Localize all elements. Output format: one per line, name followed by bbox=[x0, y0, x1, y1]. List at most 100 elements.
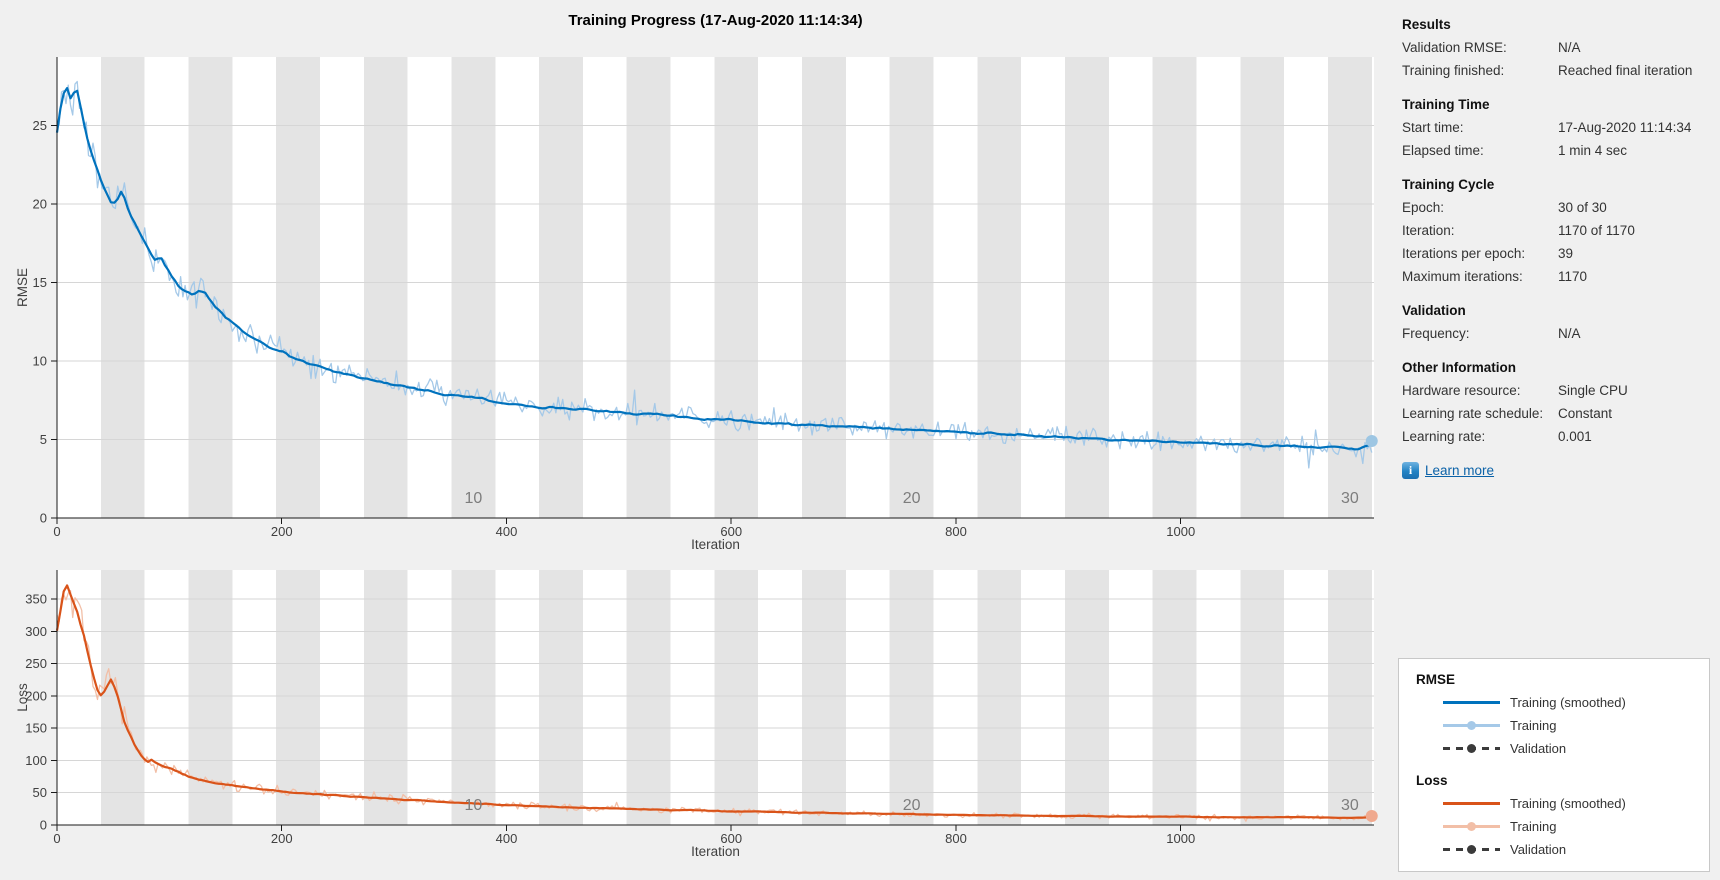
legend-entry: Training bbox=[1443, 714, 1709, 737]
loss-y-tick-label: 50 bbox=[33, 785, 47, 800]
info-section-validation: Validation Frequency: N/A bbox=[1402, 299, 1708, 345]
legend-line-sample bbox=[1443, 744, 1500, 754]
rmse-x-axis-title: Iteration bbox=[691, 537, 740, 552]
legend-entry-label: Training bbox=[1510, 718, 1557, 733]
rmse-epoch-band bbox=[363, 57, 408, 518]
rmse-x-tick-label: 0 bbox=[53, 524, 60, 539]
loss-epoch-band bbox=[539, 570, 583, 825]
rmse-epoch-band bbox=[188, 57, 233, 518]
loss-x-tick-label: 200 bbox=[271, 831, 293, 846]
loss-y-tick-label: 350 bbox=[25, 592, 47, 607]
loss-epoch-band bbox=[977, 570, 1022, 825]
legend-line-sample bbox=[1443, 721, 1500, 731]
loss-x-tick-label: 1000 bbox=[1166, 831, 1195, 846]
legend-entry: Validation bbox=[1443, 737, 1709, 760]
legend-group-loss: Loss Training (smoothed) Training Validatio… bbox=[1416, 769, 1709, 861]
info-panel: Results Validation RMSE: N/A Training finis… bbox=[1402, 13, 1708, 481]
loss-epoch-band bbox=[1327, 570, 1372, 825]
loss-epoch-label: 30 bbox=[1341, 797, 1359, 814]
rmse-epoch-band bbox=[276, 57, 320, 518]
rmse-y-tick-label: 15 bbox=[33, 275, 47, 290]
info-row: Start time: 17-Aug-2020 11:14:34 bbox=[1402, 116, 1708, 139]
info-row: Validation RMSE: N/A bbox=[1402, 36, 1708, 59]
section-heading: Other Information bbox=[1402, 360, 1516, 375]
learn-more: i Learn more bbox=[1402, 459, 1708, 481]
rmse-epoch-label: 20 bbox=[903, 490, 921, 507]
legend-line-sample bbox=[1443, 845, 1500, 855]
rmse-epoch-band bbox=[1240, 57, 1285, 518]
info-section-training-cycle: Training Cycle Epoch: 30 of 30 Iteration: 11… bbox=[1402, 173, 1708, 288]
legend-entry-label: Training (smoothed) bbox=[1510, 695, 1626, 710]
loss-x-tick-label: 800 bbox=[945, 831, 967, 846]
info-section-other-information: Other Information Hardware resource: Singl… bbox=[1402, 356, 1708, 448]
info-label: Elapsed time: bbox=[1402, 143, 1484, 158]
loss-epoch-band bbox=[276, 570, 320, 825]
info-value: N/A bbox=[1558, 326, 1581, 341]
info-row: Maximum iterations: 1170 bbox=[1402, 265, 1708, 288]
legend-box: RMSE Training (smoothed) Training Validatio… bbox=[1398, 658, 1710, 872]
info-value: 0.001 bbox=[1558, 429, 1592, 444]
rmse-epoch-band bbox=[1064, 57, 1109, 518]
loss-x-tick-label: 400 bbox=[496, 831, 518, 846]
info-row: Training finished: Reached final iteratio… bbox=[1402, 59, 1708, 82]
learn-more-link[interactable]: Learn more bbox=[1425, 462, 1495, 478]
info-label: Learning rate: bbox=[1402, 429, 1486, 444]
info-row: Frequency: N/A bbox=[1402, 322, 1708, 345]
info-row: Iteration: 1170 of 1170 bbox=[1402, 219, 1708, 242]
rmse-y-tick-label: 10 bbox=[33, 353, 47, 368]
legend-marker-dot bbox=[1467, 822, 1476, 832]
loss-epoch-label: 20 bbox=[903, 797, 921, 814]
info-label: Iterations per epoch: bbox=[1402, 246, 1526, 261]
rmse-epoch-band bbox=[539, 57, 583, 518]
loss-y-tick-label: 250 bbox=[25, 656, 47, 671]
legend-group-heading: Loss bbox=[1416, 773, 1448, 788]
info-value: 1170 bbox=[1558, 269, 1588, 284]
info-label: Start time: bbox=[1402, 120, 1464, 135]
legend-entry-label: Validation bbox=[1510, 842, 1567, 857]
legend-marker-dot bbox=[1467, 744, 1476, 754]
rmse-smoothed-line bbox=[55, 87, 1373, 451]
info-label: Validation RMSE: bbox=[1402, 40, 1507, 55]
legend-marker-dot bbox=[1467, 845, 1476, 855]
loss-x-axis-title: Iteration bbox=[691, 844, 740, 859]
info-row: Iterations per epoch: 39 bbox=[1402, 242, 1708, 265]
info-label: Maximum iterations: bbox=[1402, 269, 1523, 284]
loss-final-point-marker bbox=[1365, 809, 1378, 822]
rmse-epoch-band bbox=[889, 57, 934, 518]
loss-epoch-band bbox=[802, 570, 846, 825]
info-row: Epoch: 30 of 30 bbox=[1402, 196, 1708, 219]
info-label: Learning rate schedule: bbox=[1402, 406, 1544, 421]
rmse-x-tick-label: 200 bbox=[271, 524, 293, 539]
legend-entry-label: Validation bbox=[1510, 741, 1567, 756]
loss-epoch-band bbox=[889, 570, 934, 825]
rmse-epoch-band bbox=[977, 57, 1022, 518]
section-heading: Training Cycle bbox=[1402, 177, 1495, 192]
rmse-epoch-band bbox=[1327, 57, 1372, 518]
section-heading: Results bbox=[1402, 17, 1451, 32]
rmse-epoch-band bbox=[626, 57, 671, 518]
info-row: Learning rate: 0.001 bbox=[1402, 425, 1708, 448]
info-row: Learning rate schedule: Constant bbox=[1402, 402, 1708, 425]
rmse-raw-line bbox=[56, 80, 1373, 469]
loss-y-tick-label: 300 bbox=[25, 624, 47, 639]
loss-epoch-label: 10 bbox=[464, 797, 482, 814]
info-label: Iteration: bbox=[1402, 223, 1455, 238]
rmse-final-point-marker bbox=[1365, 435, 1378, 448]
loss-epoch-band bbox=[626, 570, 671, 825]
rmse-y-tick-label: 20 bbox=[33, 196, 47, 211]
info-value: 1 min 4 sec bbox=[1558, 143, 1628, 158]
info-label: Epoch: bbox=[1402, 200, 1445, 215]
rmse-y-tick-label: 25 bbox=[33, 118, 47, 133]
info-label: Training finished: bbox=[1402, 63, 1505, 78]
info-section-training-time: Training Time Start time: 17-Aug-2020 11:1… bbox=[1402, 93, 1708, 162]
rmse-epoch-band bbox=[714, 57, 759, 518]
legend-entry: Training (smoothed) bbox=[1443, 691, 1709, 714]
rmse-x-tick-label: 400 bbox=[496, 524, 518, 539]
section-heading: Training Time bbox=[1402, 97, 1490, 112]
rmse-y-tick-label: 0 bbox=[40, 511, 47, 526]
info-value: Single CPU bbox=[1558, 383, 1628, 398]
rmse-x-tick-label: 1000 bbox=[1166, 524, 1195, 539]
legend-group-rmse: RMSE Training (smoothed) Training Validatio… bbox=[1416, 668, 1709, 760]
